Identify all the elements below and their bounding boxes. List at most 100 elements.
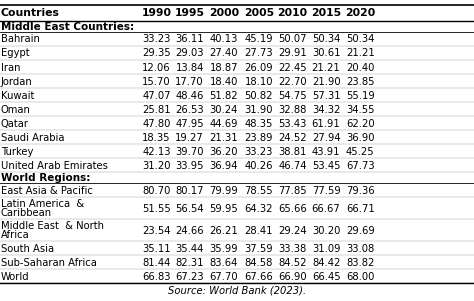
Text: 29.91: 29.91: [278, 48, 307, 58]
Text: 29.03: 29.03: [175, 48, 204, 58]
Text: 27.40: 27.40: [210, 48, 238, 58]
Text: 2000: 2000: [209, 8, 239, 18]
Text: 64.32: 64.32: [245, 204, 273, 214]
Text: 46.74: 46.74: [278, 161, 307, 171]
Text: 42.13: 42.13: [142, 147, 171, 157]
Text: 50.07: 50.07: [278, 34, 307, 45]
Text: Sub-Saharan Africa: Sub-Saharan Africa: [1, 258, 97, 268]
Text: 79.36: 79.36: [346, 186, 374, 196]
Text: 35.11: 35.11: [142, 244, 171, 254]
Text: 29.69: 29.69: [346, 226, 374, 236]
Text: 43.91: 43.91: [312, 147, 340, 157]
Text: 34.55: 34.55: [346, 105, 374, 115]
Text: 44.69: 44.69: [210, 119, 238, 129]
Text: 67.66: 67.66: [245, 272, 273, 282]
Text: 82.31: 82.31: [175, 258, 204, 268]
Text: Turkey: Turkey: [1, 147, 33, 157]
Text: 55.19: 55.19: [346, 91, 374, 101]
Text: 24.52: 24.52: [278, 133, 307, 143]
Text: 45.19: 45.19: [245, 34, 273, 45]
Text: 30.24: 30.24: [210, 105, 238, 115]
Text: 18.87: 18.87: [210, 63, 238, 73]
Text: 68.00: 68.00: [346, 272, 374, 282]
Text: Saudi Arabia: Saudi Arabia: [1, 133, 64, 143]
Text: 56.54: 56.54: [175, 204, 204, 214]
Text: 77.85: 77.85: [278, 186, 307, 196]
Text: Middle East Countries:: Middle East Countries:: [1, 22, 134, 32]
Text: 23.54: 23.54: [142, 226, 171, 236]
Text: 84.42: 84.42: [312, 258, 340, 268]
Text: 21.21: 21.21: [346, 48, 374, 58]
Text: 77.59: 77.59: [312, 186, 340, 196]
Text: 67.70: 67.70: [210, 272, 238, 282]
Text: 22.70: 22.70: [278, 76, 307, 87]
Text: South Asia: South Asia: [1, 244, 54, 254]
Text: 57.31: 57.31: [312, 91, 340, 101]
Text: 33.23: 33.23: [142, 34, 171, 45]
Text: Egypt: Egypt: [1, 48, 29, 58]
Text: 21.31: 21.31: [210, 133, 238, 143]
Text: 33.23: 33.23: [245, 147, 273, 157]
Text: 27.94: 27.94: [312, 133, 340, 143]
Text: Qatar: Qatar: [1, 119, 29, 129]
Text: Kuwait: Kuwait: [1, 91, 34, 101]
Text: 40.13: 40.13: [210, 34, 238, 45]
Text: 48.35: 48.35: [245, 119, 273, 129]
Text: 18.40: 18.40: [210, 76, 238, 87]
Text: 38.81: 38.81: [278, 147, 307, 157]
Text: 20.40: 20.40: [346, 63, 374, 73]
Text: 80.70: 80.70: [142, 186, 171, 196]
Text: 12.06: 12.06: [142, 63, 171, 73]
Text: 61.91: 61.91: [312, 119, 340, 129]
Text: 27.73: 27.73: [245, 48, 273, 58]
Text: Source: World Bank (2023).: Source: World Bank (2023).: [168, 286, 306, 296]
Text: 2020: 2020: [345, 8, 375, 18]
Text: Middle East  & North: Middle East & North: [1, 221, 104, 231]
Text: 65.66: 65.66: [278, 204, 307, 214]
Text: 34.32: 34.32: [312, 105, 340, 115]
Text: 84.58: 84.58: [245, 258, 273, 268]
Text: 66.67: 66.67: [312, 204, 340, 214]
Text: Jordan: Jordan: [1, 76, 33, 87]
Text: 33.95: 33.95: [175, 161, 204, 171]
Text: Countries: Countries: [1, 8, 60, 18]
Text: 79.99: 79.99: [210, 186, 238, 196]
Text: 29.24: 29.24: [278, 226, 307, 236]
Text: 59.95: 59.95: [210, 204, 238, 214]
Text: 18.35: 18.35: [142, 133, 171, 143]
Text: 83.82: 83.82: [346, 258, 374, 268]
Text: 54.75: 54.75: [278, 91, 307, 101]
Text: 35.44: 35.44: [175, 244, 204, 254]
Text: 66.71: 66.71: [346, 204, 374, 214]
Text: 26.21: 26.21: [210, 226, 238, 236]
Text: 2015: 2015: [311, 8, 341, 18]
Text: Bahrain: Bahrain: [1, 34, 40, 45]
Text: 51.82: 51.82: [210, 91, 238, 101]
Text: 35.99: 35.99: [210, 244, 238, 254]
Text: 53.45: 53.45: [312, 161, 340, 171]
Text: 26.09: 26.09: [245, 63, 273, 73]
Text: 37.59: 37.59: [245, 244, 273, 254]
Text: 50.34: 50.34: [312, 34, 340, 45]
Text: 66.90: 66.90: [278, 272, 307, 282]
Text: 19.27: 19.27: [175, 133, 204, 143]
Text: 80.17: 80.17: [175, 186, 204, 196]
Text: 36.20: 36.20: [210, 147, 238, 157]
Text: 1990: 1990: [141, 8, 172, 18]
Text: 78.55: 78.55: [245, 186, 273, 196]
Text: 39.70: 39.70: [175, 147, 204, 157]
Text: 22.45: 22.45: [278, 63, 307, 73]
Text: 2005: 2005: [244, 8, 274, 18]
Text: 13.84: 13.84: [175, 63, 204, 73]
Text: 21.21: 21.21: [312, 63, 340, 73]
Text: 32.88: 32.88: [278, 105, 307, 115]
Text: 47.95: 47.95: [175, 119, 204, 129]
Text: 67.23: 67.23: [175, 272, 204, 282]
Text: 67.73: 67.73: [346, 161, 374, 171]
Text: 25.81: 25.81: [142, 105, 171, 115]
Text: 66.45: 66.45: [312, 272, 340, 282]
Text: Iran: Iran: [1, 63, 20, 73]
Text: 1995: 1995: [174, 8, 205, 18]
Text: 53.43: 53.43: [278, 119, 307, 129]
Text: 33.08: 33.08: [346, 244, 374, 254]
